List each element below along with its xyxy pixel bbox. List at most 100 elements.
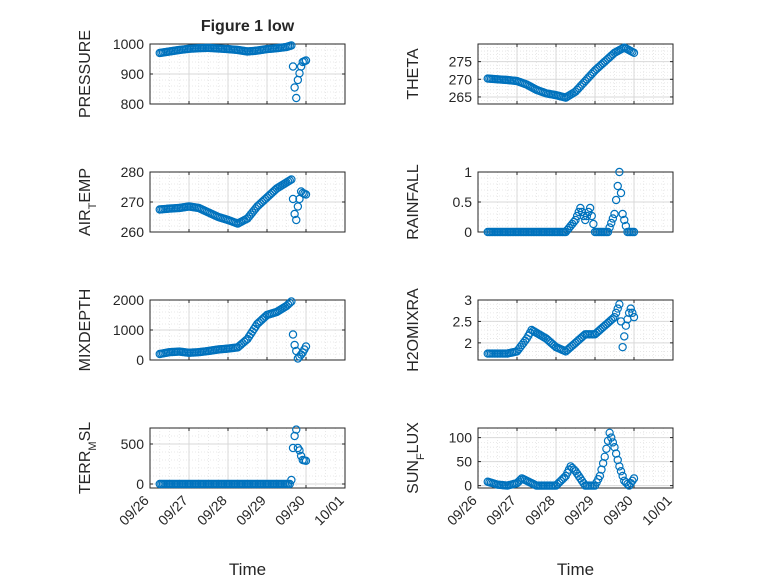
data-point [616,467,626,476]
data-point [618,342,627,352]
y-tick-label: 0 [136,476,144,492]
data-point [613,304,622,313]
y-tick-label: 280 [121,164,145,180]
data-point [613,181,622,191]
x-tick-label: 09/29 [233,492,269,528]
y-tick-label: 270 [449,71,473,87]
y-tick-label: 800 [121,96,145,112]
axes-box [477,299,674,361]
data-point [605,223,614,232]
data-point [301,56,311,65]
data-point [287,41,296,50]
y-tick-label: 0.5 [453,194,473,210]
y-tick-label: 500 [121,436,145,452]
x-tick-label: 09/30 [600,492,636,528]
data-point [629,474,639,483]
data-point [607,218,616,228]
data-point [605,428,614,437]
y-tick-label: 260 [121,224,145,240]
data-point [608,214,618,223]
data-point [285,298,294,308]
subplot-4: 0 0.5 1 RAINFALL [405,164,674,240]
data-point [615,462,624,471]
data-point [287,297,296,306]
data-point [516,475,525,485]
data-points [483,428,639,490]
data-point [288,62,298,71]
y-axis-label: MIXDEPTH [77,289,94,372]
data-point [607,433,616,442]
x-tick-label: 09/28 [522,492,558,528]
data-point [287,475,296,485]
y-tick-label: 1 [464,164,472,180]
data-point [608,438,618,447]
data-point [618,471,627,481]
data-point [292,93,301,103]
data-points [483,43,639,102]
data-point [620,332,629,341]
x-axis-label: Time [229,560,266,579]
x-axis-label: Time [557,560,594,579]
y-tick-label: 265 [449,89,473,105]
y-tick-label: 0 [464,224,472,240]
y-axis-label: PRESSURE [77,30,94,118]
data-points [155,175,311,228]
data-points [155,41,311,103]
y-axis-label: SUNFLUX [405,422,427,494]
data-point [629,227,639,237]
data-point [292,215,301,225]
data-points [155,297,311,363]
x-tick-label: 09/28 [194,492,230,528]
data-point [587,211,596,221]
data-point [626,304,635,313]
data-point [295,446,304,455]
figure-title: Figure 1 low [201,18,295,35]
data-point [611,308,621,318]
data-point [629,48,639,58]
data-point [610,312,619,322]
x-tick-label: 09/30 [272,492,308,528]
subplot-8: 0 50 100 09/26 09/27 09/28 09/29 09/30 10/01 Time… [405,422,675,579]
y-tick-label: 2 [464,335,472,351]
x-tick-label: 09/26 [444,492,480,528]
data-point [287,175,296,184]
data-point [615,300,624,309]
y-tick-label: 1000 [113,36,144,52]
data-point [288,194,298,204]
data-point [285,176,294,185]
data-points [483,167,639,237]
y-axis-label: THETA [405,48,422,100]
data-point [620,215,629,225]
y-tick-label: 0 [136,352,144,368]
data-point [571,215,580,225]
x-tick-label: 09/27 [483,492,519,528]
data-point [628,308,637,318]
subplot-7: 0 500 09/26 09/27 09/28 09/29 09/30 10/01 Time TE… [77,422,347,579]
y-tick-label: 3 [464,292,472,308]
data-point [301,342,311,351]
data-point [603,227,613,237]
y-tick-label: 270 [121,194,145,210]
data-point [292,425,301,434]
data-point [615,167,624,177]
data-point [581,215,590,225]
data-point [600,452,609,461]
x-tick-label: 09/29 [561,492,597,528]
y-tick-label: 275 [449,54,473,70]
data-point [290,340,299,350]
subplot-3: 260 270 280 AIRTEMP [77,164,346,240]
y-axis-label: H2OMIXRA [405,288,422,372]
y-tick-label: 2000 [113,292,144,308]
subplot-5: 0 1000 2000 MIXDEPTH [77,289,346,372]
data-point [611,195,621,205]
data-point [301,456,311,465]
data-point [576,203,585,213]
x-tick-label: 10/01 [639,492,675,528]
data-point [624,308,634,318]
data-point [628,476,637,485]
data-point [582,211,592,221]
y-axis-label: AIRTEMP [77,168,99,236]
